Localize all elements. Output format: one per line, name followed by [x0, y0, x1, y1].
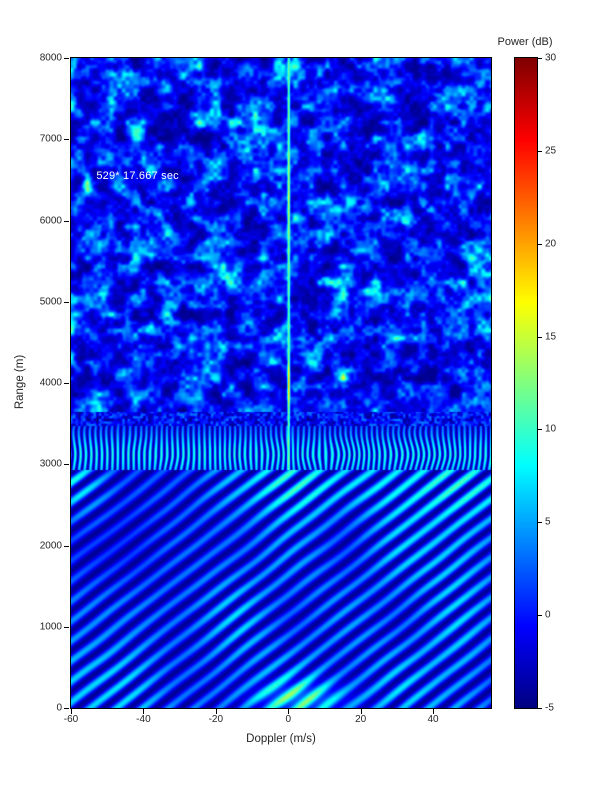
x-tick-mark	[71, 709, 72, 714]
y-tick-label: 3000	[39, 458, 62, 470]
x-tick-label: -60	[63, 714, 79, 725]
colorbar-tick-label: 15	[545, 331, 557, 343]
x-tick-label: 40	[427, 714, 439, 725]
x-tick-label: 0	[285, 714, 292, 725]
colorbar-title: Power (dB)	[497, 36, 553, 48]
colorbar-tick-mark	[538, 615, 542, 617]
colorbar-tick-label: 20	[545, 238, 557, 250]
colorbar-tick-mark	[538, 58, 542, 59]
y-tick-label: 6000	[39, 215, 62, 226]
colorbar-tick-mark	[538, 708, 542, 709]
x-tick-mark	[143, 709, 145, 714]
colorbar-tick-label: 5	[545, 516, 551, 528]
colorbar-tick-mark	[538, 336, 542, 338]
colorbar-tick-label: 30	[545, 52, 557, 64]
colorbar-gradient	[515, 58, 537, 708]
heatmap-image	[71, 58, 491, 708]
y-tick-mark	[64, 545, 69, 547]
colorbar-tick-label: 10	[545, 423, 557, 435]
colorbar-tick-label: 25	[545, 145, 557, 157]
y-tick-label: 1000	[39, 621, 62, 633]
x-tick-mark	[360, 709, 362, 714]
colorbar	[514, 57, 538, 709]
colorbar-tick-label: 0	[545, 609, 551, 621]
y-tick-mark	[64, 708, 69, 709]
x-tick-mark	[288, 709, 290, 714]
y-tick-label: 0	[56, 702, 62, 714]
colorbar-tick-mark	[538, 243, 542, 245]
plot-area: 529* 17.667 sec	[70, 57, 492, 709]
x-tick-mark	[215, 709, 217, 714]
y-tick-label: 5000	[39, 296, 62, 308]
plot-annotation: 529* 17.667 sec	[96, 169, 179, 182]
y-tick-label: 8000	[39, 52, 62, 64]
x-axis-label: Doppler (m/s)	[246, 733, 316, 745]
colorbar-tick-label: -5	[545, 702, 554, 714]
y-tick-mark	[64, 301, 69, 303]
y-tick-mark	[64, 383, 69, 384]
colorbar-tick-mark	[538, 429, 542, 431]
y-tick-label: 4000	[39, 377, 62, 389]
y-tick-mark	[64, 139, 69, 141]
x-tick-label: -40	[136, 714, 151, 725]
y-tick-mark	[64, 220, 69, 222]
y-tick-mark	[64, 58, 69, 59]
y-tick-mark	[64, 626, 69, 628]
y-tick-label: 7000	[39, 133, 62, 145]
x-tick-label: 20	[355, 714, 367, 725]
colorbar-tick-mark	[538, 150, 542, 152]
y-tick-label: 2000	[39, 540, 62, 551]
x-tick-label: -20	[208, 714, 224, 725]
x-tick-mark	[433, 709, 435, 714]
colorbar-tick-mark	[538, 522, 542, 524]
y-tick-mark	[64, 464, 69, 466]
